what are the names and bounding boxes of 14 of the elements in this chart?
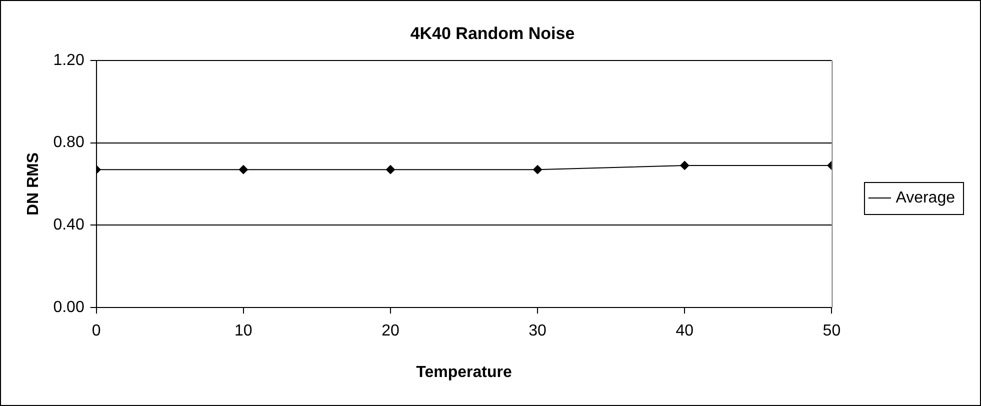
chart-title: 4K40 Random Noise <box>410 24 575 43</box>
y-tick-label: 0.40 <box>53 216 84 234</box>
x-axis-title: Temperature <box>416 364 512 381</box>
x-tick-label: 50 <box>822 322 841 340</box>
x-tick-label: 30 <box>528 322 547 340</box>
x-tick-label: 40 <box>676 322 694 340</box>
y-tick-label: 0.80 <box>53 134 84 152</box>
y-tick-label: 0.00 <box>53 299 84 316</box>
x-tick-label: 20 <box>382 322 400 340</box>
y-axis-title: DN RMS <box>25 152 42 216</box>
legend-label: Average <box>896 189 956 206</box>
x-tick-label: 0 <box>92 322 101 340</box>
x-tick-label: 10 <box>234 322 252 340</box>
y-tick-label: 1.20 <box>53 52 84 69</box>
